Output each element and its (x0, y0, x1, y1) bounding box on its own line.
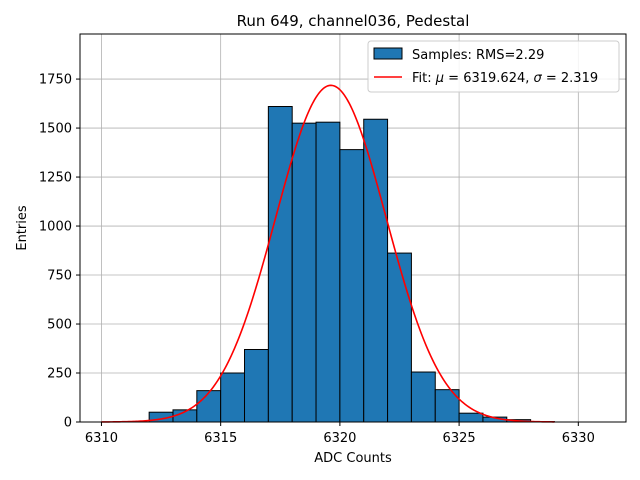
histogram-bar (458, 412, 484, 423)
plot-frame (79, 33, 627, 423)
legend: Samples: RMS=2.29 Fit: μ = 6319.624, σ =… (367, 40, 620, 93)
x-tick-label: 6320 (323, 431, 356, 446)
histogram-bar (387, 252, 412, 423)
y-tick-label: 750 (47, 269, 72, 284)
legend-box (367, 40, 620, 93)
x-tick-label: 6330 (562, 431, 595, 446)
legend-fit-sigma-value: = 2.319 (542, 71, 598, 86)
y-tick-label: 1250 (39, 171, 72, 186)
histogram-bar (220, 372, 246, 423)
histogram-bar (363, 118, 389, 423)
y-tick-label: 0 (64, 416, 72, 431)
fit-curve (101, 84, 555, 423)
histogram-bar (196, 390, 222, 423)
histogram-bar (315, 121, 341, 423)
histogram-bar (244, 348, 269, 423)
histogram-bar (291, 122, 317, 423)
histogram-bar (339, 149, 365, 423)
x-tick-label: 6310 (85, 431, 118, 446)
y-tick-label: 250 (47, 367, 72, 382)
legend-histogram-swatch (373, 47, 403, 60)
legend-fit-sigma-symbol: σ (534, 71, 543, 86)
axis-ticks: 6310 6315 6320 6325 6330 0 250 500 750 1000 1250 15… (39, 73, 595, 446)
chart-title: Run 649, channel036, Pedestal (237, 12, 470, 30)
y-tick-label: 500 (47, 318, 72, 333)
y-tick-label: 1500 (39, 122, 72, 137)
y-tick-label: 1750 (39, 73, 72, 88)
legend-fit-mu-value: = 6319.624, (444, 71, 533, 86)
legend-fit-mu-symbol: μ (435, 71, 444, 86)
histogram-bar (267, 106, 293, 423)
histogram-bar (410, 371, 436, 423)
legend-fit-prefix: Fit: (412, 71, 436, 86)
y-tick-label: 1000 (39, 220, 72, 235)
fit-curve-layer (101, 84, 555, 423)
histogram-bars (148, 106, 555, 423)
x-tick-label: 6325 (443, 431, 476, 446)
x-axis-label: ADC Counts (314, 451, 392, 466)
legend-fit-label: Fit: μ = 6319.624, σ = 2.319 (412, 71, 598, 86)
legend-histogram-label: Samples: RMS=2.29 (412, 48, 544, 63)
x-tick-label: 6315 (204, 431, 237, 446)
y-axis-label: Entries (15, 205, 30, 251)
